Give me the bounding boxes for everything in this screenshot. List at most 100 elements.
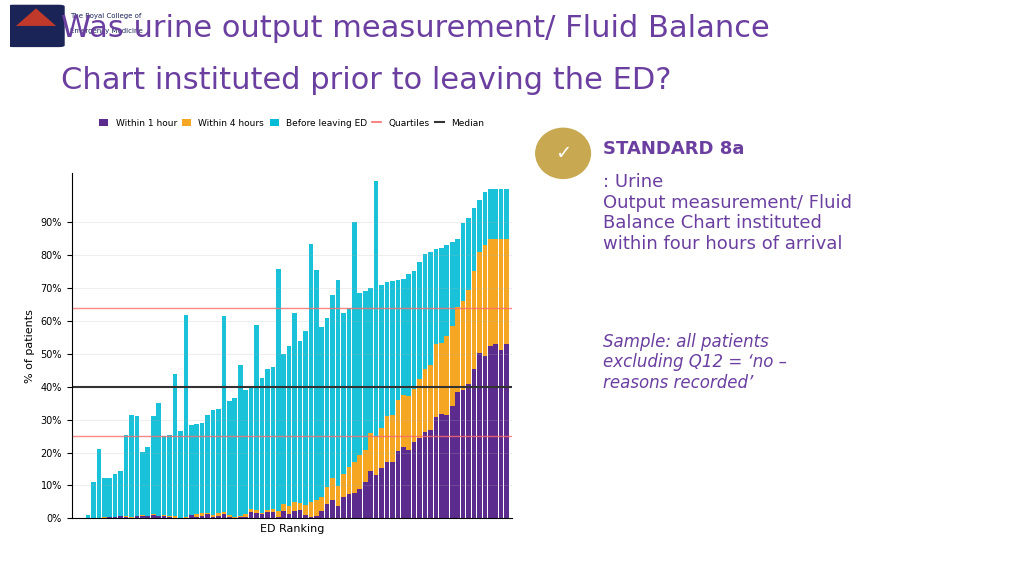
Bar bbox=[319, 327, 324, 497]
Bar bbox=[287, 514, 292, 518]
Text: Chart instituted prior to leaving the ED?: Chart instituted prior to leaving the ED… bbox=[61, 66, 672, 95]
Bar bbox=[412, 442, 417, 518]
Bar bbox=[216, 513, 221, 516]
Bar bbox=[433, 249, 438, 344]
Bar bbox=[102, 478, 106, 517]
Bar bbox=[504, 238, 509, 344]
Bar bbox=[379, 285, 384, 428]
Bar bbox=[173, 374, 177, 516]
Bar bbox=[352, 492, 356, 518]
Bar bbox=[140, 516, 144, 518]
Bar bbox=[167, 516, 172, 517]
Bar bbox=[298, 510, 302, 518]
Bar bbox=[270, 509, 275, 512]
Bar bbox=[488, 238, 493, 346]
Bar bbox=[102, 517, 106, 518]
Bar bbox=[183, 315, 188, 517]
Bar bbox=[96, 449, 101, 518]
Bar bbox=[341, 474, 346, 497]
Bar bbox=[227, 401, 231, 515]
Bar bbox=[314, 501, 318, 516]
Bar bbox=[167, 435, 172, 516]
Bar bbox=[428, 365, 433, 430]
Bar bbox=[308, 517, 313, 518]
Bar bbox=[488, 190, 493, 238]
Bar bbox=[151, 514, 156, 516]
Bar bbox=[444, 245, 450, 336]
Bar bbox=[369, 471, 373, 518]
Bar bbox=[108, 517, 112, 518]
Bar bbox=[200, 516, 205, 518]
Bar bbox=[346, 494, 351, 518]
Bar bbox=[216, 409, 221, 513]
Bar bbox=[385, 282, 389, 416]
Bar bbox=[151, 416, 156, 514]
Bar bbox=[472, 208, 476, 271]
Bar bbox=[249, 509, 253, 512]
Bar bbox=[362, 449, 368, 483]
Bar bbox=[145, 516, 151, 518]
Bar bbox=[254, 513, 259, 518]
Bar bbox=[254, 510, 259, 513]
Bar bbox=[319, 497, 324, 511]
Bar bbox=[395, 280, 400, 400]
Bar bbox=[407, 450, 411, 518]
Bar bbox=[477, 200, 481, 252]
Bar bbox=[439, 343, 443, 414]
Bar bbox=[162, 516, 167, 518]
Bar bbox=[308, 502, 313, 517]
Bar bbox=[200, 513, 205, 516]
Bar bbox=[390, 462, 394, 518]
Bar bbox=[292, 313, 297, 502]
Bar bbox=[357, 455, 362, 488]
Bar bbox=[173, 516, 177, 518]
Bar bbox=[488, 346, 493, 518]
Bar bbox=[331, 500, 335, 518]
Bar bbox=[178, 431, 182, 518]
Bar bbox=[282, 504, 286, 511]
Bar bbox=[211, 411, 215, 515]
Bar bbox=[205, 415, 210, 513]
Bar bbox=[129, 517, 134, 518]
Bar bbox=[298, 503, 302, 510]
Bar bbox=[260, 513, 264, 514]
Bar bbox=[390, 281, 394, 415]
Bar bbox=[244, 514, 248, 517]
Bar bbox=[314, 270, 318, 501]
Text: Sample: all patients
excluding Q12 = ‘no –
reasons recorded’: Sample: all patients excluding Q12 = ‘no… bbox=[603, 333, 787, 392]
Bar bbox=[499, 350, 504, 518]
Bar bbox=[423, 254, 427, 369]
Bar bbox=[336, 281, 340, 486]
Bar bbox=[336, 486, 340, 506]
Bar bbox=[456, 308, 460, 392]
Bar bbox=[428, 430, 433, 518]
Bar bbox=[195, 514, 199, 517]
Bar bbox=[282, 354, 286, 504]
Bar bbox=[140, 452, 144, 515]
Bar bbox=[433, 417, 438, 518]
Bar bbox=[195, 424, 199, 514]
Bar bbox=[325, 487, 330, 504]
Bar bbox=[362, 291, 368, 449]
Bar bbox=[319, 511, 324, 518]
Bar bbox=[352, 222, 356, 463]
Bar bbox=[227, 515, 231, 517]
Bar bbox=[287, 506, 292, 514]
Bar bbox=[108, 478, 112, 517]
Bar bbox=[244, 390, 248, 514]
Bar bbox=[395, 400, 400, 450]
Bar bbox=[260, 514, 264, 518]
Bar bbox=[275, 511, 281, 517]
Bar bbox=[129, 415, 134, 517]
Bar bbox=[157, 403, 161, 516]
Bar bbox=[124, 516, 128, 517]
Bar bbox=[357, 293, 362, 455]
Polygon shape bbox=[16, 9, 56, 26]
Bar bbox=[275, 270, 281, 511]
Bar bbox=[303, 516, 308, 518]
Bar bbox=[374, 437, 379, 475]
Bar bbox=[270, 512, 275, 518]
Bar bbox=[86, 514, 90, 518]
Text: ✓: ✓ bbox=[555, 144, 571, 163]
Text: Emergency Medicine: Emergency Medicine bbox=[71, 28, 143, 33]
